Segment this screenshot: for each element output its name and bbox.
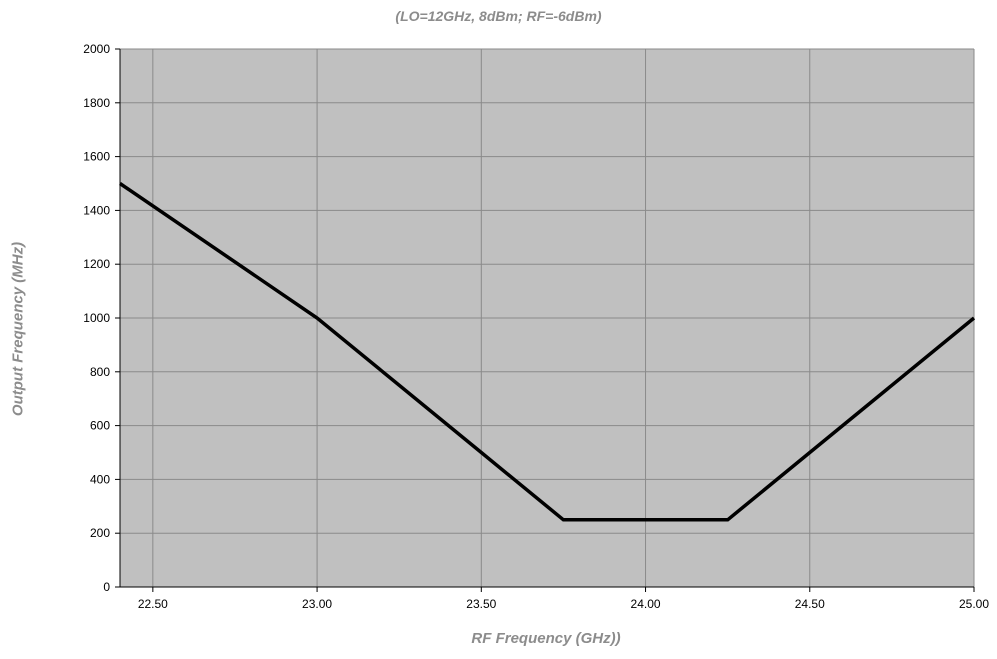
x-tick-label: 25.00 xyxy=(959,597,989,611)
y-tick-label: 2000 xyxy=(83,42,110,56)
y-tick-label: 0 xyxy=(103,580,110,594)
y-tick-label: 600 xyxy=(90,419,110,433)
y-tick-label: 400 xyxy=(90,472,110,486)
x-tick-label: 23.00 xyxy=(302,597,332,611)
y-tick-label: 1000 xyxy=(83,311,110,325)
x-tick-label: 24.00 xyxy=(631,597,661,611)
y-tick-label: 200 xyxy=(90,526,110,540)
y-tick-label: 1600 xyxy=(83,150,110,164)
y-axis-label: Output Frequency (MHz) xyxy=(10,242,27,416)
y-tick-label: 1200 xyxy=(83,257,110,271)
y-tick-label: 1800 xyxy=(83,96,110,110)
x-tick-label: 22.50 xyxy=(138,597,168,611)
x-axis-label: RF Frequency (GHz)) xyxy=(0,630,997,647)
x-tick-label: 24.50 xyxy=(795,597,825,611)
y-tick-label: 1400 xyxy=(83,203,110,217)
y-tick-label: 800 xyxy=(90,365,110,379)
x-tick-label: 23.50 xyxy=(466,597,496,611)
